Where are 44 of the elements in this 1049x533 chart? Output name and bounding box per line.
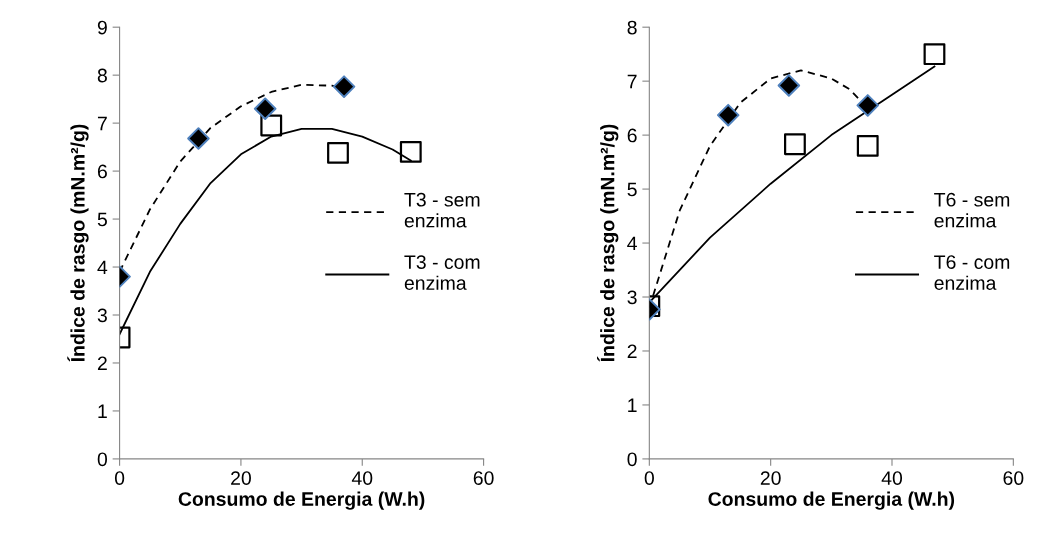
y-tick-label: 6 bbox=[627, 128, 637, 143]
y-tick-label: 4 bbox=[627, 236, 637, 251]
y-tick-label: 5 bbox=[627, 182, 637, 197]
legend-label: T6 - com enzima bbox=[934, 255, 1010, 290]
y-tick-label: 7 bbox=[627, 74, 637, 89]
point bbox=[856, 134, 879, 157]
x-tick-label: 40 bbox=[351, 471, 373, 485]
point bbox=[784, 133, 806, 156]
y-axis-title: Índice de rasgo (mN.m²/g) bbox=[67, 124, 89, 362]
x-tick-label: 0 bbox=[114, 471, 125, 485]
y-tick-label: 1 bbox=[98, 404, 107, 418]
y-tick-label: 0 bbox=[627, 452, 637, 467]
point bbox=[260, 114, 283, 137]
x-tick-label: 0 bbox=[644, 471, 654, 485]
point bbox=[777, 74, 801, 97]
y-tick-label: 2 bbox=[627, 344, 637, 359]
point bbox=[332, 75, 356, 98]
legend-label: T3 - sem enzima bbox=[404, 192, 480, 228]
y-tick-label: 4 bbox=[97, 260, 108, 275]
legend-label: T3 - com enzima bbox=[404, 255, 480, 290]
y-tick-label: 7 bbox=[97, 116, 107, 131]
legend-label: T6 - sem enzima bbox=[934, 192, 1010, 228]
y-axis-title: Índice de rasgo (mN.m²/g) bbox=[597, 124, 619, 362]
y-tick-label: 6 bbox=[97, 164, 107, 179]
x-tick-label: 40 bbox=[881, 471, 903, 485]
y-tick-label: 3 bbox=[627, 290, 637, 305]
point bbox=[253, 97, 277, 120]
y-tick-label: 8 bbox=[97, 68, 107, 83]
point bbox=[327, 141, 349, 164]
point bbox=[856, 94, 879, 117]
x-axis-title: Consumo de Energia (W.h) bbox=[708, 491, 955, 510]
x-axis-title: Consumo de Energia (W.h) bbox=[178, 491, 425, 510]
x-tick-label: 20 bbox=[231, 471, 251, 485]
y-tick-label: 8 bbox=[627, 20, 637, 35]
x-tick-label: 20 bbox=[760, 471, 781, 485]
x-tick-label: 60 bbox=[1003, 471, 1024, 485]
point bbox=[399, 140, 422, 163]
y-tick-label: 2 bbox=[97, 356, 107, 371]
y-tick-label: 5 bbox=[97, 212, 107, 227]
x-tick-label: 60 bbox=[473, 471, 494, 485]
y-tick-label: 9 bbox=[97, 20, 107, 35]
y-tick-label: 3 bbox=[97, 308, 107, 323]
y-tick-label: 1 bbox=[628, 398, 637, 412]
y-tick-label: 0 bbox=[97, 452, 108, 467]
